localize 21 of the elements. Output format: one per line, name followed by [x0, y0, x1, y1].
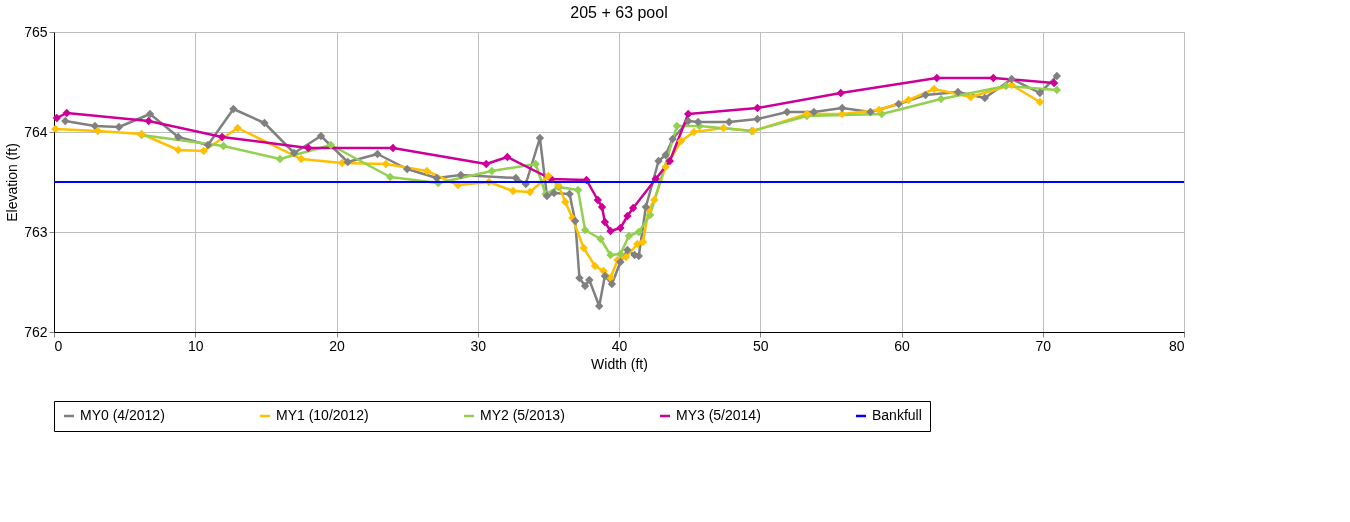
legend-label: MY1 (10/2012) — [276, 407, 369, 423]
x-tick-label: 60 — [894, 337, 910, 354]
x-tick-label: 70 — [1035, 337, 1052, 354]
legend-label: MY3 (5/2014) — [676, 407, 761, 423]
x-tick-label: 50 — [752, 337, 769, 354]
x-tick-label: 10 — [187, 337, 204, 354]
y-tick-label: 763 — [24, 223, 48, 240]
x-tick-label: 80 — [1168, 337, 1185, 354]
legend-label: Bankfull — [872, 407, 922, 423]
y-axis-title: Elevation (ft) — [4, 143, 21, 222]
x-axis-title: Width (ft) — [591, 355, 648, 372]
y-tick-label: 762 — [24, 323, 48, 340]
x-tick-label: 30 — [470, 337, 487, 354]
chart-title: 205 + 63 pool — [570, 4, 668, 21]
y-tick-label: 764 — [24, 123, 48, 140]
legend-label: MY2 (5/2013) — [480, 407, 565, 423]
x-tick-label: 20 — [329, 337, 345, 354]
x-tick-label: 40 — [611, 337, 628, 354]
legend-label: MY0 (4/2012) — [80, 407, 165, 423]
x-tick-label: 0 — [54, 337, 63, 354]
y-tick-label: 765 — [24, 23, 48, 40]
